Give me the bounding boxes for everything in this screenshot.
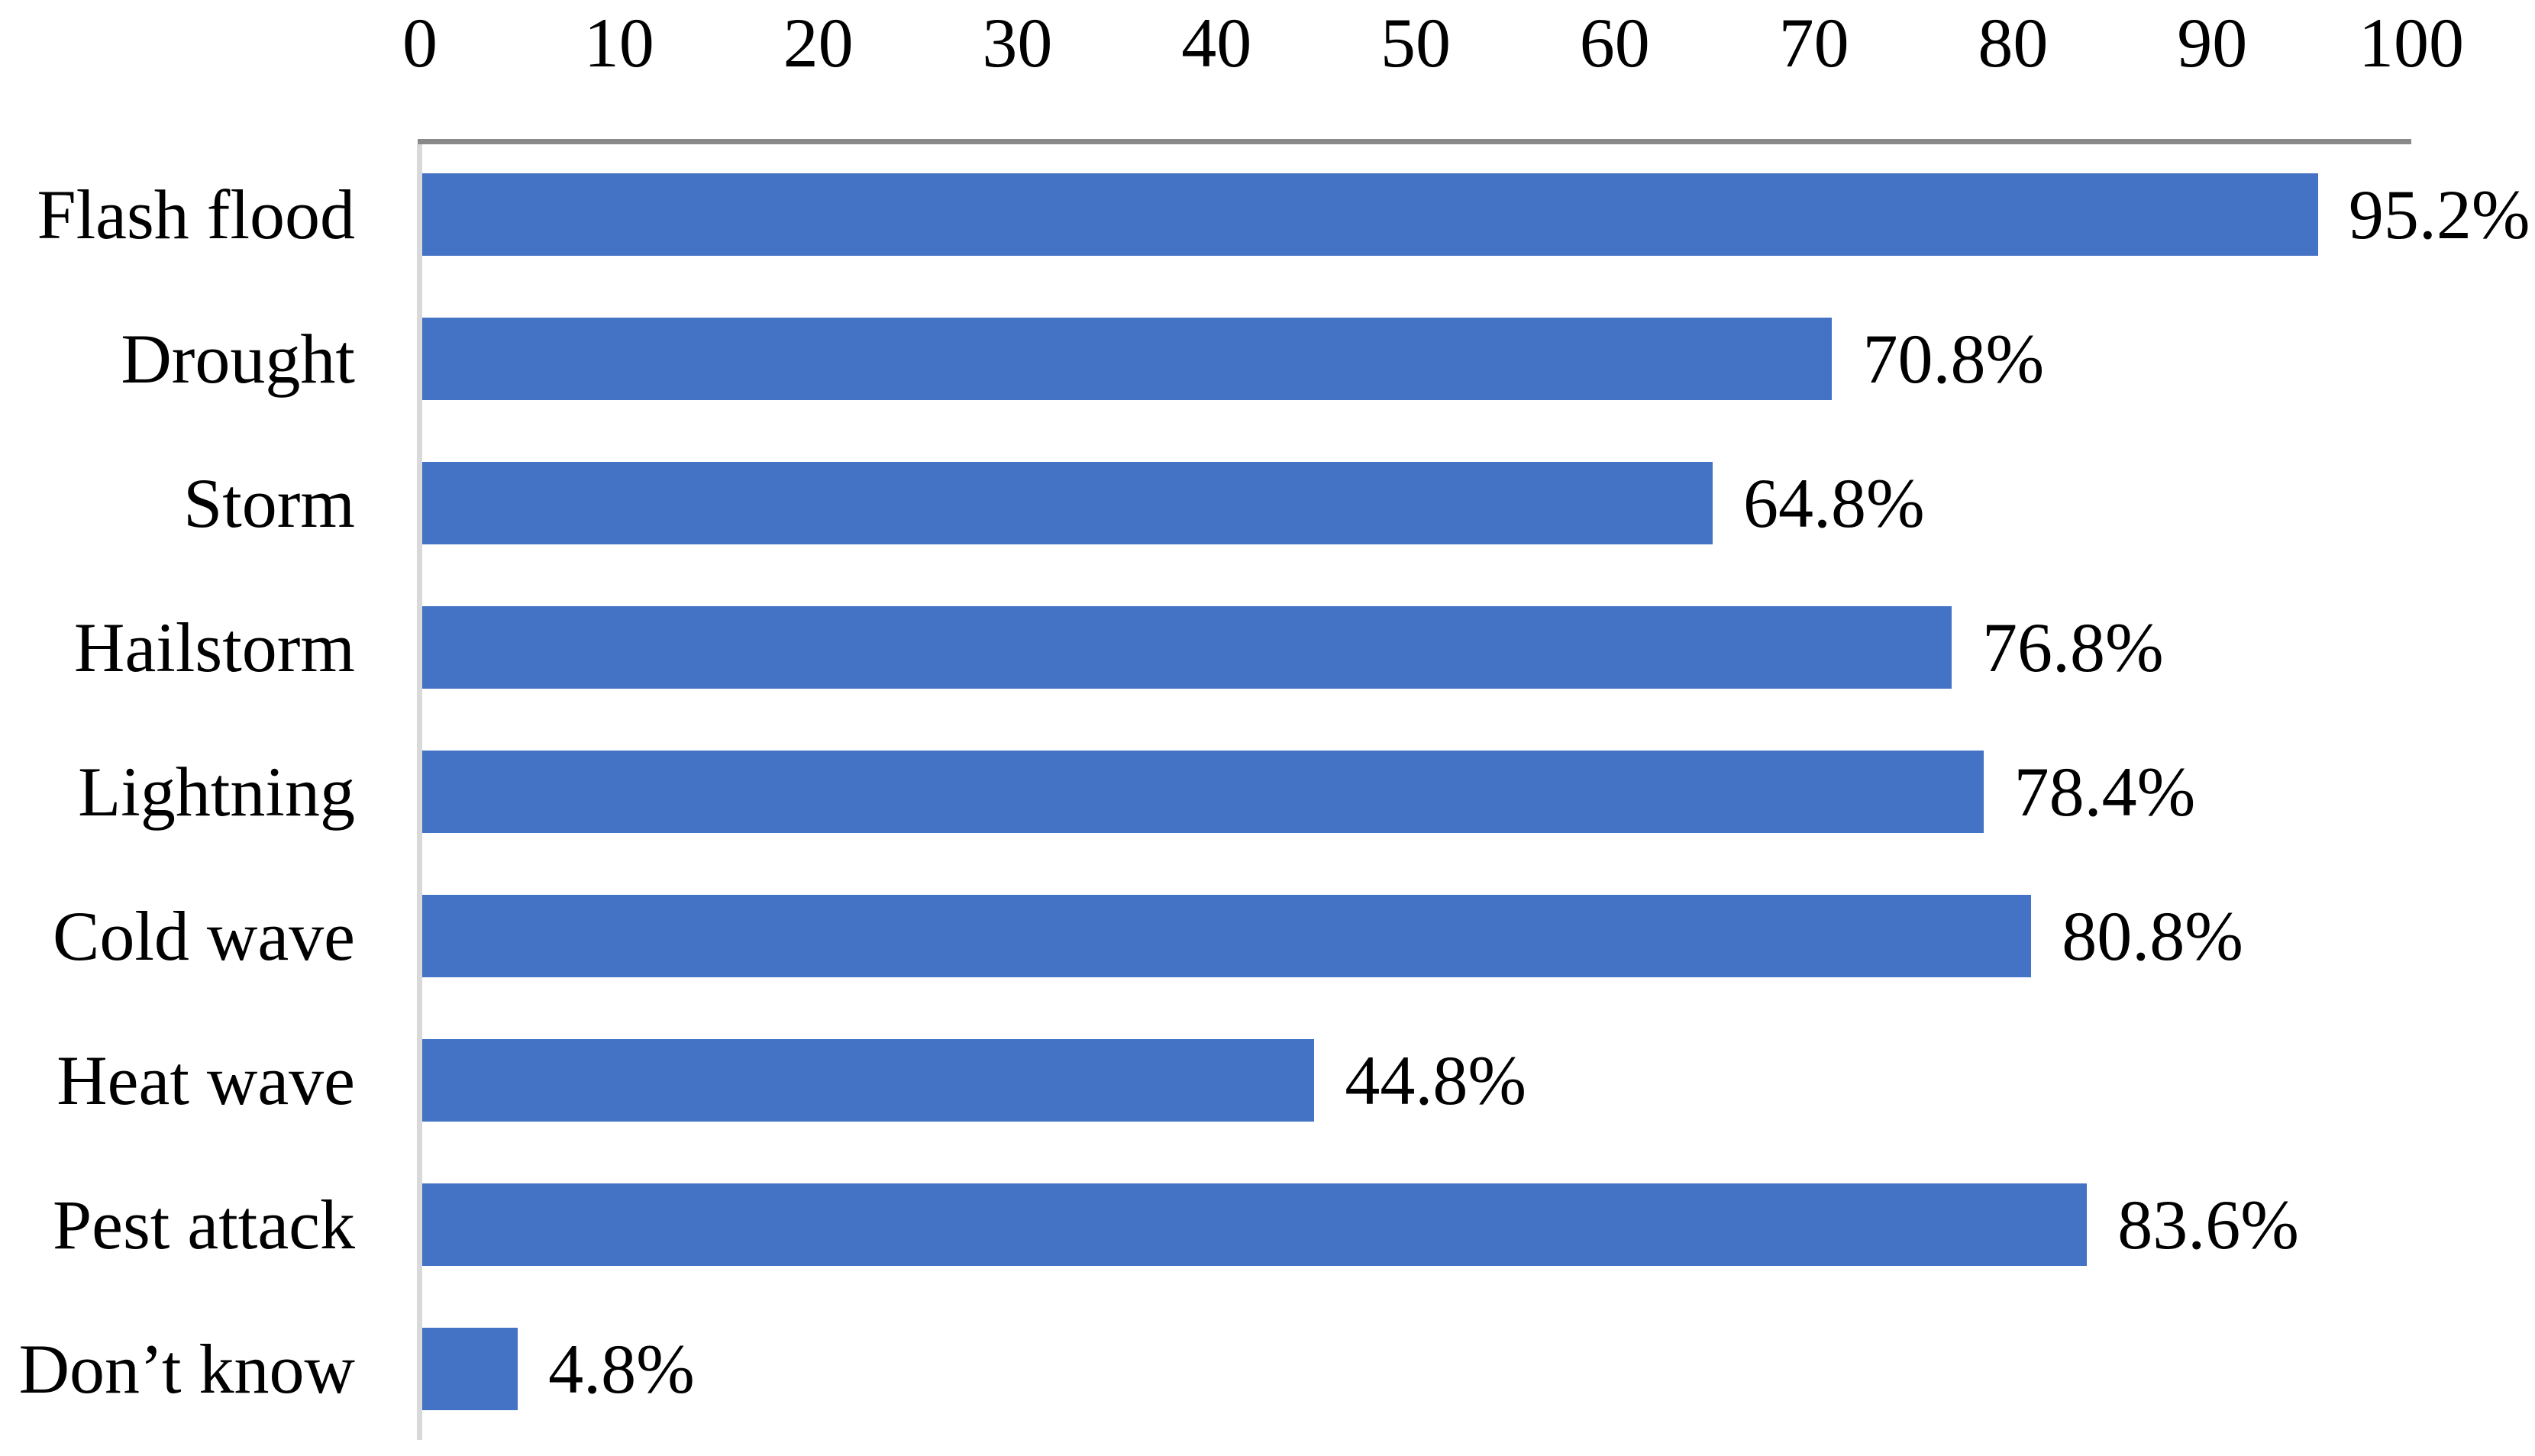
bar	[422, 462, 1713, 544]
x-tick-label: 0	[402, 4, 438, 82]
x-tick-label: 90	[2177, 4, 2248, 82]
x-tick-label: 100	[2359, 4, 2464, 82]
value-label: 70.8%	[1862, 320, 2045, 398]
category-label: Pest attack	[53, 1186, 355, 1264]
x-tick-label: 20	[783, 4, 854, 82]
bar	[422, 1183, 2088, 1266]
bar	[422, 1039, 1315, 1122]
category-label: Drought	[121, 320, 355, 398]
x-tick-label: 30	[982, 4, 1053, 82]
x-tick-label: 60	[1579, 4, 1650, 82]
x-tick-label: 40	[1181, 4, 1252, 82]
x-tick-label: 10	[583, 4, 654, 82]
bar	[422, 895, 2032, 977]
bar	[422, 751, 1984, 833]
x-tick-label: 80	[1978, 4, 2049, 82]
bar	[422, 606, 1952, 689]
value-label: 4.8%	[548, 1330, 695, 1408]
value-label: 80.8%	[2062, 897, 2243, 975]
value-label: 44.8%	[1345, 1041, 1527, 1119]
bar	[422, 318, 1833, 400]
bar	[422, 1328, 518, 1410]
category-label: Heat wave	[57, 1041, 355, 1119]
category-label: Don’t know	[18, 1330, 355, 1408]
value-label: 95.2%	[2348, 176, 2530, 253]
bar	[422, 173, 2318, 256]
value-label: 83.6%	[2117, 1186, 2299, 1264]
value-label: 64.8%	[1742, 464, 1925, 542]
category-label: Flash flood	[37, 176, 355, 253]
value-label: 78.4%	[2013, 753, 2196, 831]
category-label: Cold wave	[52, 897, 355, 975]
category-label: Lightning	[78, 753, 355, 831]
x-axis-line	[418, 139, 2411, 144]
category-label: Hailstorm	[74, 609, 355, 686]
x-tick-label: 50	[1381, 4, 1451, 82]
category-axis-line	[417, 144, 422, 1440]
x-tick-label: 70	[1778, 4, 1849, 82]
category-label: Storm	[183, 464, 355, 542]
value-label: 76.8%	[1981, 609, 2164, 686]
